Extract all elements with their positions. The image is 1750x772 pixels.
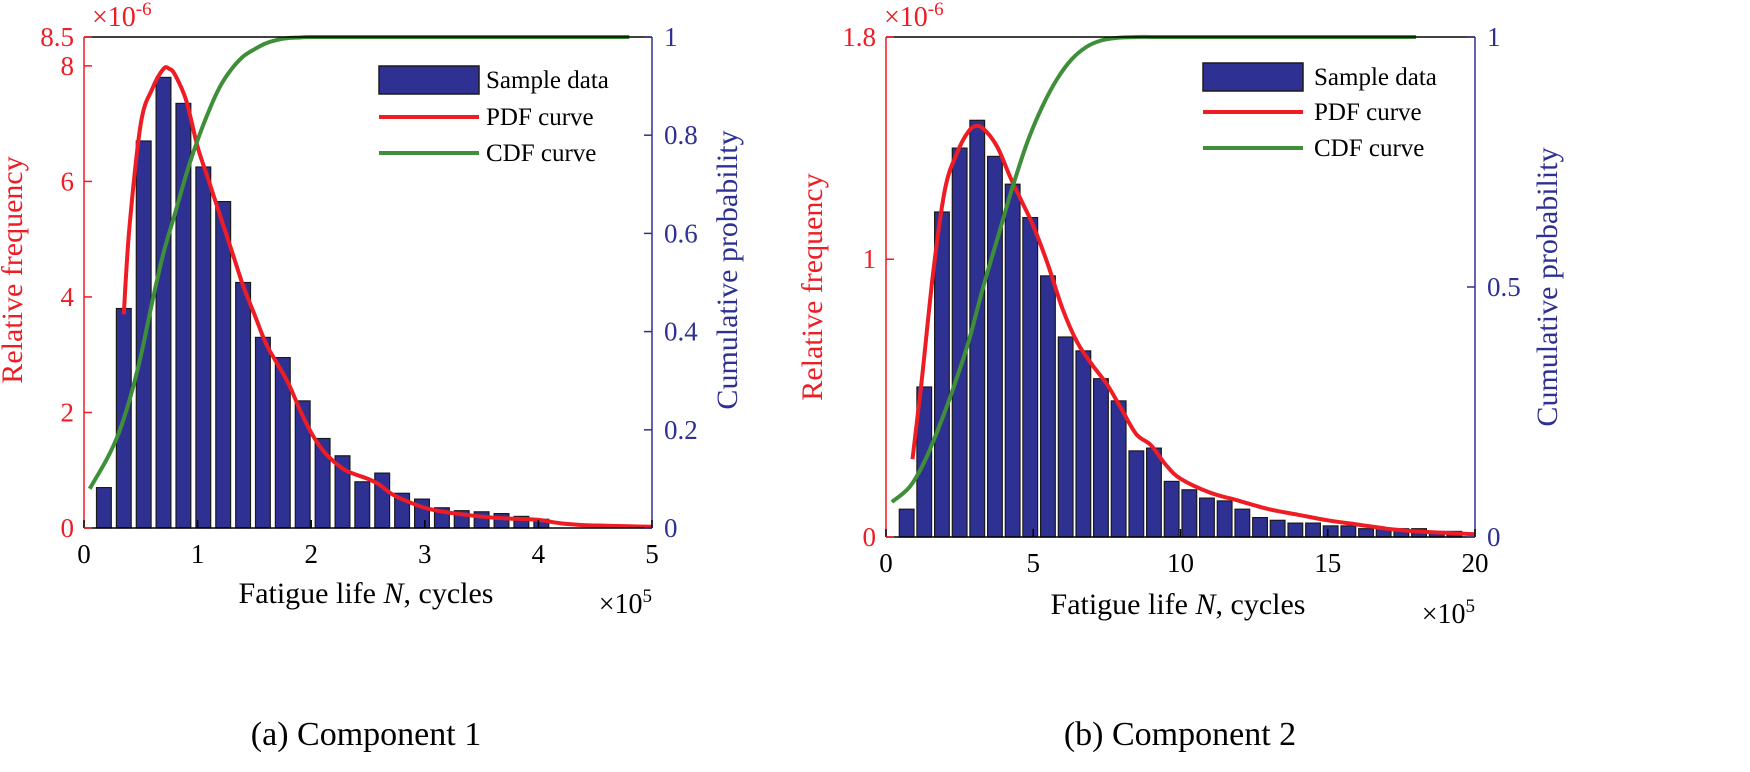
x-tick-label-b-4: 20 xyxy=(1462,548,1489,578)
legend-a: Sample data PDF curve CDF curve xyxy=(378,65,609,167)
x-tick-label-a-0: 0 xyxy=(77,539,91,569)
bar-b-11 xyxy=(1075,350,1092,538)
y-tick-label-right-b-0: 0 xyxy=(1487,522,1501,552)
bars-b xyxy=(898,119,1463,538)
bar-b-1 xyxy=(898,508,915,538)
y-tick-label-right-a-1: 0.2 xyxy=(664,415,698,445)
bar-b-16 xyxy=(1163,480,1180,538)
bar-a-7 xyxy=(215,201,232,529)
x-tick-label-a-4: 4 xyxy=(532,539,546,569)
bar-a-1 xyxy=(95,487,112,529)
y-tick-label-left-b-1: 1 xyxy=(863,244,877,274)
x-tick-label-b-2: 10 xyxy=(1167,548,1194,578)
y-tick-label-left-a-5: 8.5 xyxy=(40,22,74,52)
y-tick-label-right-b-2: 1 xyxy=(1487,22,1501,52)
bar-b-9 xyxy=(1039,275,1056,538)
y-tick-label-right-a-5: 1 xyxy=(664,22,678,52)
legend-label-pdf-a: PDF curve xyxy=(486,104,594,131)
y-multiplier-b: ×10-6 xyxy=(884,0,944,33)
bar-b-14 xyxy=(1128,450,1145,538)
x-tick-label-a-3: 3 xyxy=(418,539,432,569)
bars-a xyxy=(95,76,550,529)
caption-b: (b) Component 2 xyxy=(1064,716,1296,753)
y-tick-label-left-b-0: 0 xyxy=(863,522,877,552)
legend-label-cdf-a: CDF curve xyxy=(486,140,596,167)
legend-label-cdf-b: CDF curve xyxy=(1314,135,1424,162)
y-axis-label-right-a: Cumulative probability xyxy=(711,130,744,409)
y-tick-label-left-a-1: 2 xyxy=(61,397,75,427)
y-multiplier-a: ×10-6 xyxy=(92,0,152,33)
bar-b-20 xyxy=(1234,508,1251,538)
bar-b-10 xyxy=(1057,336,1074,538)
bar-a-6 xyxy=(195,166,212,529)
y-tick-label-right-b-1: 0.5 xyxy=(1487,272,1521,302)
pdf-line-a xyxy=(121,65,653,529)
legend-label-pdf-b: PDF curve xyxy=(1314,99,1422,126)
x-multiplier-a: ×105 xyxy=(599,586,652,620)
bar-a-21 xyxy=(493,512,510,529)
y-axis-label-left-a: Relative frequency xyxy=(0,156,29,383)
bar-b-3 xyxy=(933,211,950,538)
bar-b-17 xyxy=(1181,489,1198,538)
y-axis-label-left-b: Relative frequency xyxy=(796,173,829,400)
bar-b-4 xyxy=(951,147,968,538)
x-tick-label-b-3: 15 xyxy=(1314,548,1341,578)
y-tick-label-right-a-3: 0.6 xyxy=(664,218,698,248)
x-tick-label-a-5: 5 xyxy=(645,539,659,569)
bar-b-12 xyxy=(1092,378,1109,538)
x-tick-label-b-1: 5 xyxy=(1027,548,1041,578)
bar-b-25 xyxy=(1322,525,1339,538)
caption-a: (a) Component 1 xyxy=(251,716,481,753)
x-tick-label-a-1: 1 xyxy=(191,539,205,569)
bar-b-24 xyxy=(1305,522,1321,538)
y-tick-label-right-a-4: 0.8 xyxy=(664,120,698,150)
bar-b-27 xyxy=(1358,528,1374,538)
y-axis-label-right-b: Cumulative probability xyxy=(1531,147,1564,426)
y-tick-label-left-b-2: 1.8 xyxy=(842,22,876,52)
x-tick-label-a-2: 2 xyxy=(304,539,318,569)
y-tick-label-left-a-3: 6 xyxy=(61,166,75,196)
bar-a-9 xyxy=(254,336,271,529)
bar-b-22 xyxy=(1269,519,1286,538)
frame-a xyxy=(83,36,653,529)
bar-b-13 xyxy=(1110,400,1127,538)
x-multiplier-b: ×105 xyxy=(1422,596,1475,630)
bar-b-23 xyxy=(1287,522,1304,538)
bar-b-21 xyxy=(1252,516,1268,538)
bar-b-26 xyxy=(1340,525,1357,538)
y-tick-label-left-a-0: 0 xyxy=(61,513,75,543)
legend-swatch-bar-a xyxy=(378,65,480,95)
legend-swatch-bar-b xyxy=(1202,62,1304,92)
bar-b-7 xyxy=(1004,183,1021,538)
y-tick-label-right-a-0: 0 xyxy=(664,513,678,543)
legend-label-sample-b: Sample data xyxy=(1314,64,1437,91)
bar-a-14 xyxy=(354,481,371,529)
x-tick-label-b-0: 0 xyxy=(879,548,893,578)
y-tick-label-left-a-4: 8 xyxy=(61,51,75,81)
bar-b-19 xyxy=(1216,500,1233,538)
bar-b-8 xyxy=(1022,217,1039,538)
bar-a-4 xyxy=(155,76,172,529)
bar-b-15 xyxy=(1145,447,1162,538)
legend-b: Sample data PDF curve CDF curve xyxy=(1202,62,1437,162)
bar-b-18 xyxy=(1198,497,1215,538)
x-axis-label-a: Fatigue life N, cycles xyxy=(239,577,494,610)
bar-a-8 xyxy=(235,281,252,529)
pdf-line-b xyxy=(910,123,1476,537)
bar-b-6 xyxy=(986,155,1003,538)
y-tick-label-right-a-2: 0.4 xyxy=(664,317,698,347)
y-tick-label-left-a-2: 4 xyxy=(61,282,75,312)
legend-label-sample-a: Sample data xyxy=(486,67,609,94)
x-axis-label-b: Fatigue life N, cycles xyxy=(1051,588,1306,621)
